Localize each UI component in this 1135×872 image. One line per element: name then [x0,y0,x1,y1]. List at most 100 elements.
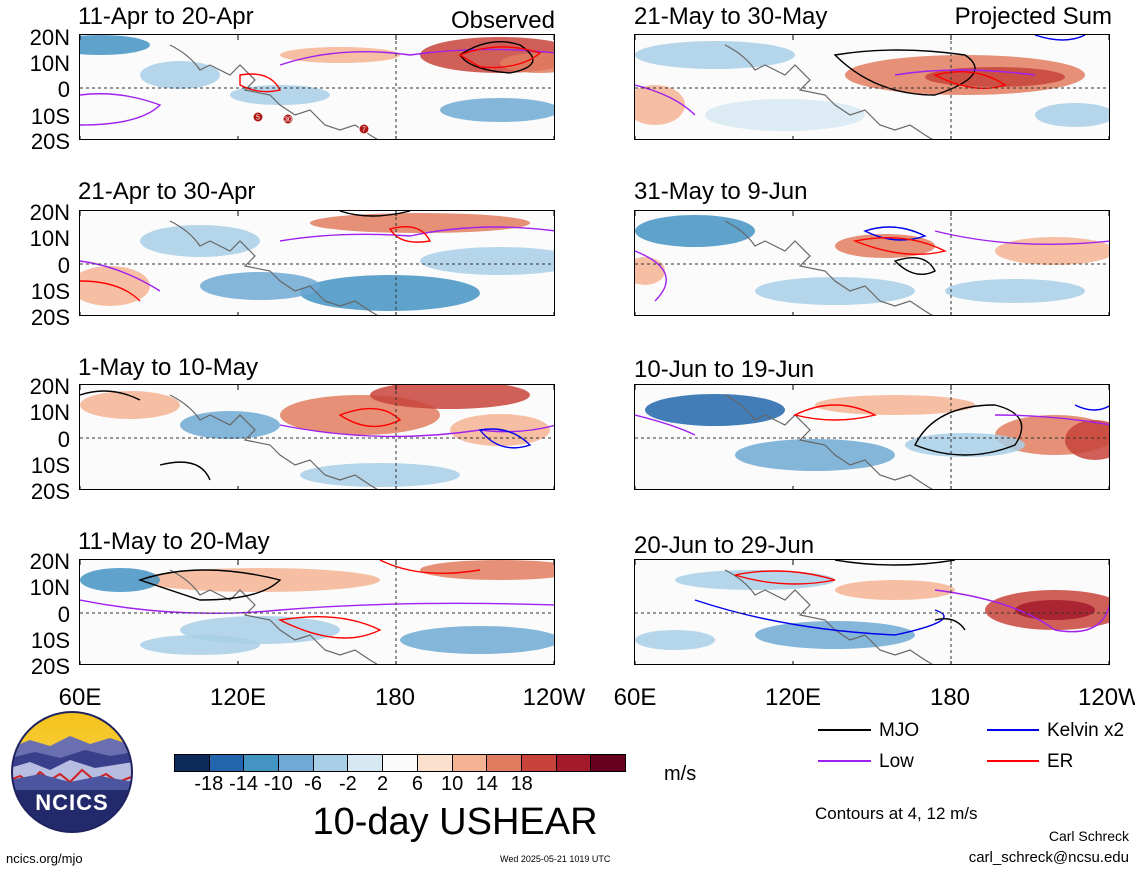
colorbar-unit: m/s [664,763,697,785]
legend-label-low: Low [879,751,914,772]
colorbar-swatch [556,755,592,771]
map-panel-7 [634,384,1110,490]
contour-line [1074,404,1109,411]
storm-marker-label: 30 [284,117,292,124]
colorbar-swatch [487,755,522,771]
lon-label-120e: 120E [209,684,267,711]
colorbar-swatch [279,755,314,771]
contour-line [137,569,282,601]
contour-line [478,428,532,449]
lat-label-10s: 10S [30,104,70,129]
contour-line [834,560,956,566]
colorbar-tick-label: 6 [411,773,423,795]
shading-region [645,394,785,426]
lon-label-120w: 120W [1078,686,1135,710]
contour-line [279,48,554,66]
shading-region [815,395,975,415]
colorbar-swatch [417,755,453,771]
lat-label-20n: 20N [29,549,70,574]
shading-region [705,99,865,131]
lat-label-10s: 10S [30,628,70,653]
coastline [169,569,378,664]
shading-region [945,279,1085,303]
contour-line [852,237,948,255]
legend-label-kelvin: Kelvin x2 [1047,720,1125,741]
colorbar [174,754,626,772]
colorbar-swatch [175,755,210,771]
colorbar-swatch [383,755,418,771]
map-panel-1: 5 30 7 [79,34,555,140]
coastline [724,44,933,139]
lon-label-60e: 60E [613,684,657,711]
map-panel-5 [634,34,1110,140]
contour-line [635,414,696,436]
shading-region [755,621,915,649]
lon-label-120e: 120E [764,684,822,711]
colorbar-swatch [209,755,245,771]
colorbar-tick-label: -2 [338,773,357,795]
contour-line [994,414,1109,426]
contour-line [279,226,554,242]
lat-label-20n: 20N [29,374,70,399]
map-canvas [635,35,1109,139]
contour-line [893,257,936,275]
lat-label-0: 0 [57,602,70,627]
storm-marker-label: 5 [256,115,260,122]
shading-region [905,433,1025,457]
lat-label-0: 0 [57,77,70,102]
shading-region [500,53,554,73]
panel-title-7: 10-Jun to 19-Jun [634,356,815,383]
colorbar-swatch [244,755,280,771]
footer-url[interactable]: ncics.org/mjo [6,851,83,866]
contour-line [388,226,432,243]
shading-region [140,568,380,592]
shading-region [420,560,554,580]
lat-label-10s: 10S [30,279,70,304]
shading-region [995,237,1109,265]
map-panel-8 [634,559,1110,665]
lat-label-20s: 20S [30,654,70,679]
shading-region [835,580,955,600]
legend-label-mjo: MJO [879,720,920,741]
lon-label-180: 180 [929,684,971,711]
contour-line [914,404,1023,456]
map-panel-3 [79,384,555,490]
lat-label-20s: 20S [30,305,70,330]
author-name: Carl Schreck [1048,828,1129,844]
author-email: carl_schreck@ncsu.edu [968,849,1129,866]
ncics-logo: NCICS [10,710,134,834]
shading-region [370,385,530,409]
contour-line [339,211,411,217]
legend-label-er: ER [1047,751,1074,772]
map-canvas [80,211,554,315]
map-canvas [80,560,554,664]
panel-title-6: 31-May to 9-Jun [634,178,808,205]
colorbar-tick-label: 2 [377,773,389,795]
contour-line [159,461,211,481]
map-panel-4 [79,559,555,665]
map-canvas [635,385,1109,489]
lat-label-0: 0 [57,253,70,278]
shading-region [1065,420,1109,460]
colorbar-tick-label: -18 [194,773,224,795]
lat-label-10n: 10N [29,226,70,251]
panel-title-8: 20-Jun to 29-Jun [634,532,815,559]
map-canvas [80,385,554,489]
panel-title-5: 21-May to 30-May [634,3,828,30]
contour-line [459,40,534,74]
lat-label-10s: 10S [30,453,70,478]
contour-line [635,84,696,116]
contour-line [734,570,836,585]
contour-line [338,407,402,428]
colorbar-swatch [521,755,557,771]
shading-region [300,463,460,487]
map-canvas [635,211,1109,315]
legend: MJO Kelvin x2 Low ER [815,715,1135,785]
colorbar-swatch [313,755,349,771]
shading-region [300,275,480,311]
contour-line [792,404,878,421]
coastline [169,394,378,489]
contour-line [1034,35,1086,41]
lat-label-0: 0 [57,427,70,452]
contour-line [239,73,282,93]
